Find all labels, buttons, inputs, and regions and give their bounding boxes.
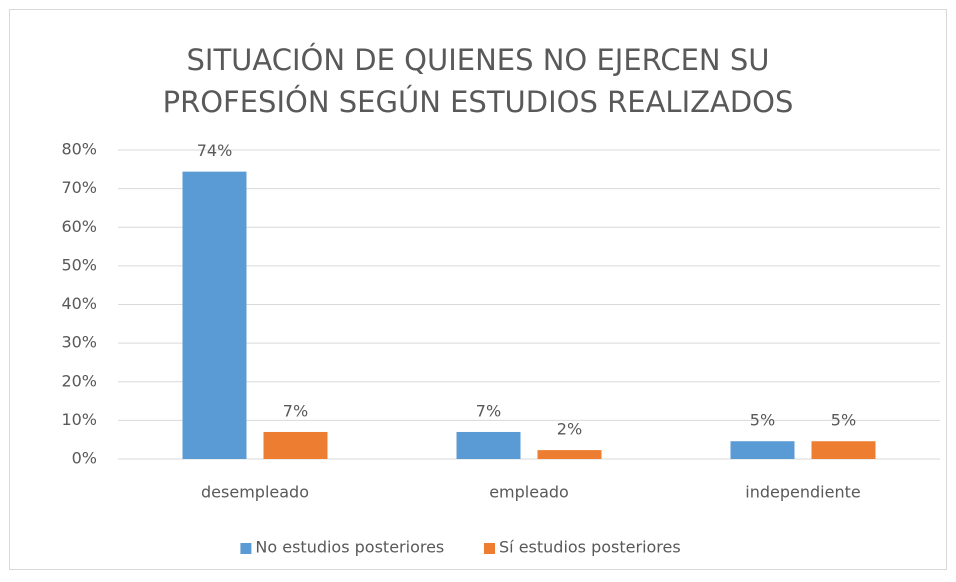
legend-label: Sí estudios posteriores <box>499 538 681 557</box>
y-tick-label: 40% <box>61 294 97 313</box>
data-label: 5% <box>750 411 775 430</box>
bar <box>456 431 521 459</box>
y-tick-label: 0% <box>72 449 97 468</box>
bar <box>811 441 876 459</box>
y-tick-label: 70% <box>61 178 97 197</box>
data-label: 2% <box>557 420 582 439</box>
data-label: 7% <box>476 401 501 420</box>
bar <box>263 431 328 459</box>
x-tick-label: independiente <box>745 483 860 502</box>
bar <box>730 441 795 459</box>
x-tick-label: empleado <box>489 483 569 502</box>
x-tick-label: desempleado <box>201 483 309 502</box>
y-tick-label: 10% <box>61 410 97 429</box>
y-tick-label: 20% <box>61 371 97 390</box>
y-tick-label: 80% <box>61 140 97 159</box>
chart-border <box>9 9 947 570</box>
bar <box>537 450 602 459</box>
legend-label: No estudios posteriores <box>255 538 444 557</box>
data-label: 5% <box>831 411 856 430</box>
chart-title: SITUACIÓN DE QUIENES NO EJERCEN SU <box>187 43 770 77</box>
y-tick-label: 50% <box>61 255 97 274</box>
y-tick-label: 60% <box>61 217 97 236</box>
data-label: 74% <box>197 141 233 160</box>
y-tick-label: 30% <box>61 333 97 352</box>
legend-swatch <box>484 543 495 554</box>
chart-title: PROFESIÓN SEGÚN ESTUDIOS REALIZADOS <box>163 85 794 119</box>
bar <box>182 171 247 459</box>
legend-swatch <box>240 543 252 554</box>
data-label: 7% <box>283 401 308 420</box>
